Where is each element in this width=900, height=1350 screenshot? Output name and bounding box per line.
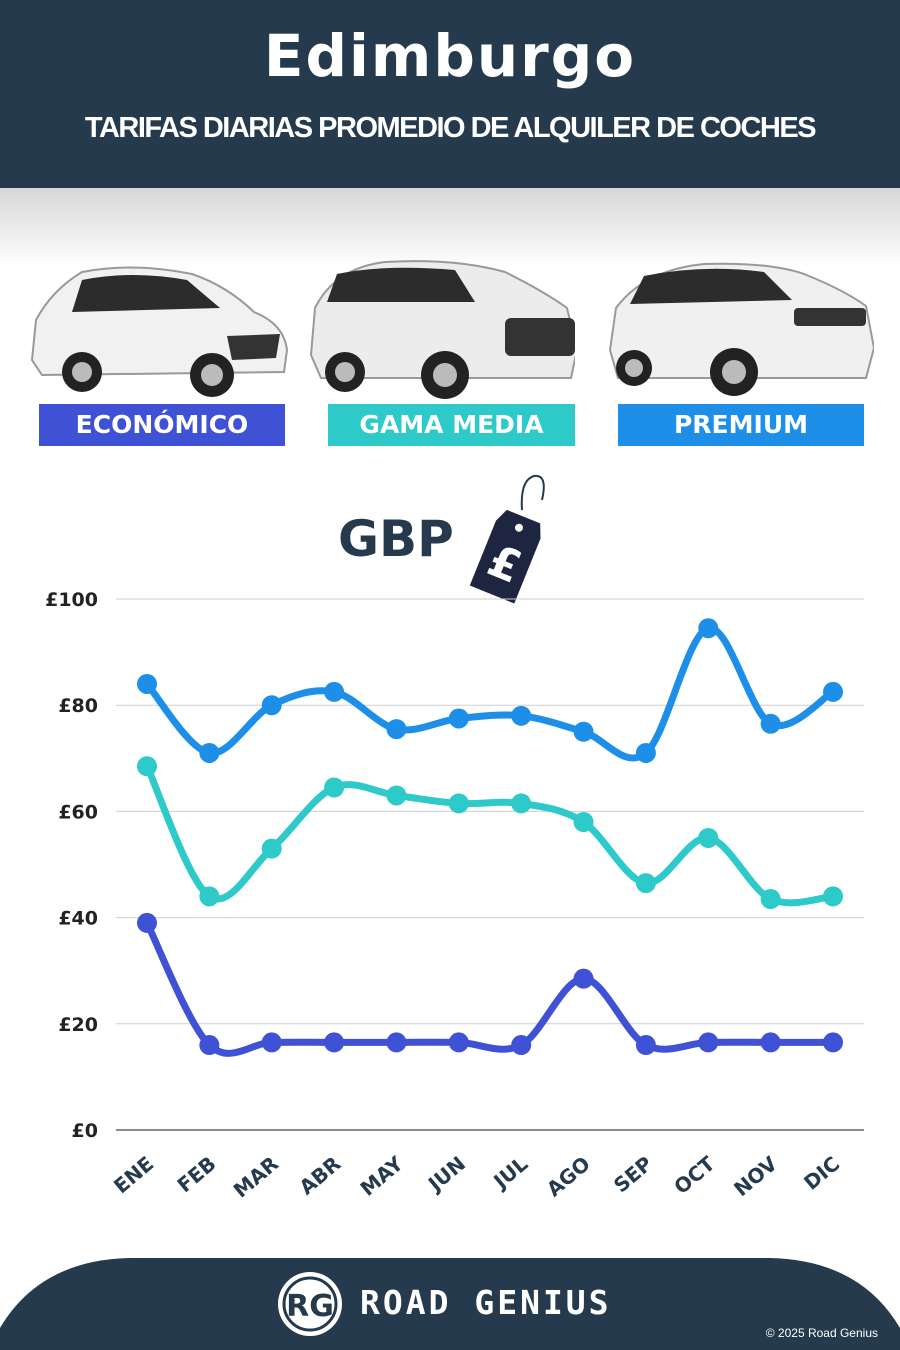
data-point (261, 838, 282, 859)
data-point (573, 812, 594, 833)
premium-car-image (608, 262, 874, 396)
x-axis-ticks: ENE FEB MAR ABR MAY JUN JUL AGO SEP OCT NOV DIC (109, 1151, 844, 1202)
currency-label: GBP (338, 510, 454, 568)
series-line (143, 762, 837, 907)
y-tick-label: £20 (58, 1014, 98, 1036)
data-point (573, 721, 594, 742)
x-tick-label: ENE (109, 1151, 158, 1198)
page-title: Edimburgo (263, 22, 637, 90)
data-point (511, 1035, 532, 1056)
x-tick-label: MAY (356, 1151, 409, 1201)
y-tick-label: £60 (58, 801, 98, 823)
y-tick-label: £40 (58, 908, 98, 930)
x-tick-label: SEP (609, 1151, 657, 1197)
footer-banner: RG (0, 1258, 900, 1350)
chart-series (137, 618, 843, 1057)
data-point (573, 968, 594, 989)
economy-car-image (30, 266, 289, 397)
data-point (698, 1032, 719, 1053)
series-line (143, 624, 837, 762)
x-tick-label: MAR (229, 1151, 283, 1202)
data-point (137, 756, 157, 777)
data-point (386, 785, 407, 806)
chart-grid (116, 598, 864, 1131)
data-point (823, 681, 843, 702)
header-banner: Edimburgo TARIFAS DIARIAS PROMEDIO DE AL… (0, 0, 900, 188)
data-point (760, 889, 781, 910)
x-tick-label: DIC (799, 1151, 844, 1194)
badge-economico: ECONÓMICO (39, 404, 285, 446)
data-point (760, 1032, 781, 1053)
footer-copyright: © 2025 Road Genius (765, 1326, 878, 1340)
data-point (199, 742, 220, 763)
y-tick-label: £100 (45, 589, 98, 611)
data-point (448, 708, 469, 729)
y-axis-ticks: £0 £20 £40 £60 £80 £100 (45, 589, 98, 1142)
data-point (635, 1035, 656, 1056)
data-point (823, 886, 843, 907)
badge-gama-media: GAMA MEDIA (328, 404, 575, 446)
x-tick-label: OCT (669, 1151, 719, 1199)
data-point (635, 742, 656, 763)
data-point (635, 873, 656, 894)
x-tick-label: ABR (295, 1151, 346, 1199)
data-point (324, 681, 345, 702)
data-point (386, 1032, 407, 1053)
footer-logo-icon: RG (286, 1289, 334, 1324)
data-point (324, 1032, 345, 1053)
data-point (823, 1032, 843, 1053)
x-tick-label: JUN (422, 1151, 470, 1197)
x-tick-label: NOV (729, 1151, 782, 1201)
page-subtitle: TARIFAS DIARIAS PROMEDIO DE ALQUILER DE … (84, 112, 817, 144)
y-tick-label: £0 (72, 1120, 98, 1142)
x-tick-label: JUL (488, 1151, 533, 1194)
footer-brand: ROAD GENIUS (360, 1283, 612, 1322)
data-point (137, 673, 157, 694)
line-chart: £0 £20 £40 £60 £80 £100 ENE FEB MAR ABR MAY JUN JUL… (45, 589, 864, 1202)
data-point (511, 793, 532, 814)
data-point (698, 618, 719, 639)
price-tag-icon: £ (469, 474, 545, 604)
header-shadow (0, 188, 900, 268)
data-point (261, 1032, 282, 1053)
data-point (448, 1032, 469, 1053)
data-point (511, 705, 532, 726)
midsize-car-image (309, 260, 575, 399)
data-point (324, 777, 345, 798)
data-point (137, 912, 157, 933)
data-point (199, 886, 220, 907)
data-point (199, 1035, 220, 1056)
x-tick-label: AGO (542, 1151, 595, 1201)
badge-premium: PREMIUM (618, 404, 864, 446)
data-point (261, 695, 282, 716)
series-line (143, 919, 837, 1057)
data-point (760, 713, 781, 734)
data-point (386, 719, 407, 740)
data-point (698, 827, 719, 848)
x-tick-label: FEB (173, 1151, 221, 1197)
data-point (448, 793, 469, 814)
y-tick-label: £80 (58, 695, 98, 717)
